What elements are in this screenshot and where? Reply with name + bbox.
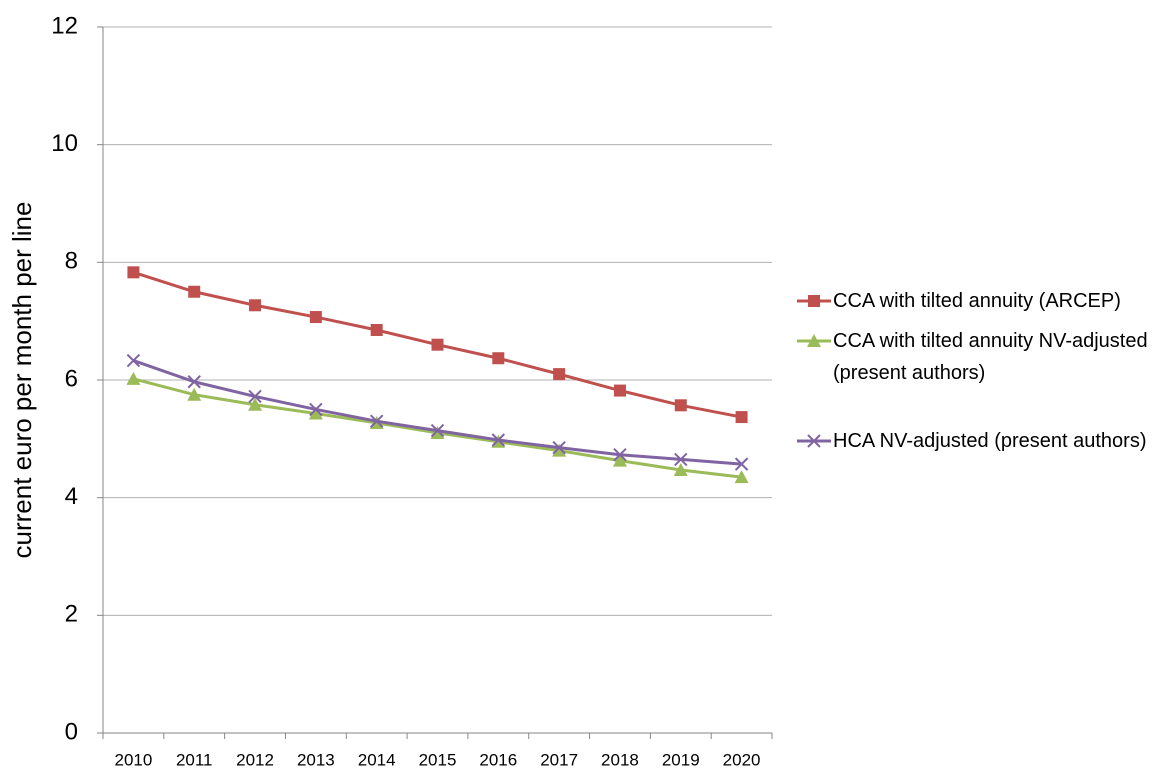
legend-entry: CCA with tilted annuity NV-adjusted (pre…: [795, 325, 1174, 389]
x-tick-label: 2013: [297, 750, 335, 769]
marker: [492, 352, 505, 365]
x-tick-label: 2018: [601, 750, 639, 769]
legend-marker: [808, 295, 820, 307]
x-tick-label: 2012: [236, 750, 274, 769]
marker: [248, 389, 262, 404]
y-tick-label: 4: [65, 483, 78, 510]
x-tick-label: 2015: [419, 750, 457, 769]
legend-entry: CCA with tilted annuity (ARCEP): [795, 285, 1174, 317]
marker: [734, 470, 749, 484]
marker: [552, 440, 566, 455]
marker: [613, 448, 627, 462]
marker: [735, 411, 748, 424]
marker: [188, 285, 201, 298]
x-tick-label: 2014: [358, 750, 396, 769]
y-tick-label: 6: [65, 365, 78, 392]
series-line: [132, 359, 742, 466]
marker: [187, 387, 202, 401]
marker: [491, 433, 506, 447]
y-axis-label: current euro per month per line: [7, 202, 37, 559]
x-tick-label: 2019: [662, 750, 700, 769]
marker: [612, 453, 627, 467]
legend: CCA with tilted annuity (ARCEP) CCA with …: [795, 285, 1174, 465]
marker: [126, 353, 141, 368]
y-tick-label: 8: [65, 248, 78, 275]
marker: [369, 414, 384, 428]
y-tick-label: 2: [65, 601, 78, 628]
x-tick-label: 2010: [114, 750, 152, 769]
marker: [309, 402, 323, 417]
marker: [674, 399, 687, 412]
legend-swatch: [797, 295, 831, 307]
marker: [248, 397, 263, 411]
marker: [430, 423, 445, 438]
marker: [553, 368, 566, 381]
marker: [674, 452, 688, 467]
x-tick-label: 2017: [540, 750, 578, 769]
marker: [552, 443, 567, 457]
marker: [673, 463, 688, 477]
marker: [249, 299, 262, 312]
marker: [309, 311, 322, 324]
marker: [126, 371, 141, 385]
legend-marker: [807, 434, 821, 448]
legend-label: CCA with tilted annuity NV-adjusted (pre…: [833, 330, 1148, 384]
x-tick-label: 2016: [479, 750, 517, 769]
marker: [187, 375, 201, 389]
marker: [734, 457, 749, 471]
y-tick-label: 10: [51, 130, 78, 157]
marker: [431, 338, 444, 351]
x-tick-label: 2020: [723, 750, 761, 769]
legend-label: CCA with tilted annuity (ARCEP): [833, 290, 1121, 312]
x-tick-label: 2011: [176, 750, 213, 769]
legend-swatch: [797, 334, 831, 347]
marker: [370, 323, 383, 336]
legend-label: HCA NV-adjusted (present authors): [833, 430, 1147, 452]
marker: [430, 425, 445, 439]
legend-entry: HCA NV-adjusted (present authors): [795, 425, 1174, 457]
y-tick-label: 0: [65, 718, 78, 745]
marker: [613, 384, 626, 397]
legend-swatch: [797, 434, 831, 448]
marker: [308, 406, 323, 420]
legend-marker: [807, 334, 821, 347]
y-tick-label: 12: [51, 12, 78, 39]
marker: [127, 266, 140, 279]
